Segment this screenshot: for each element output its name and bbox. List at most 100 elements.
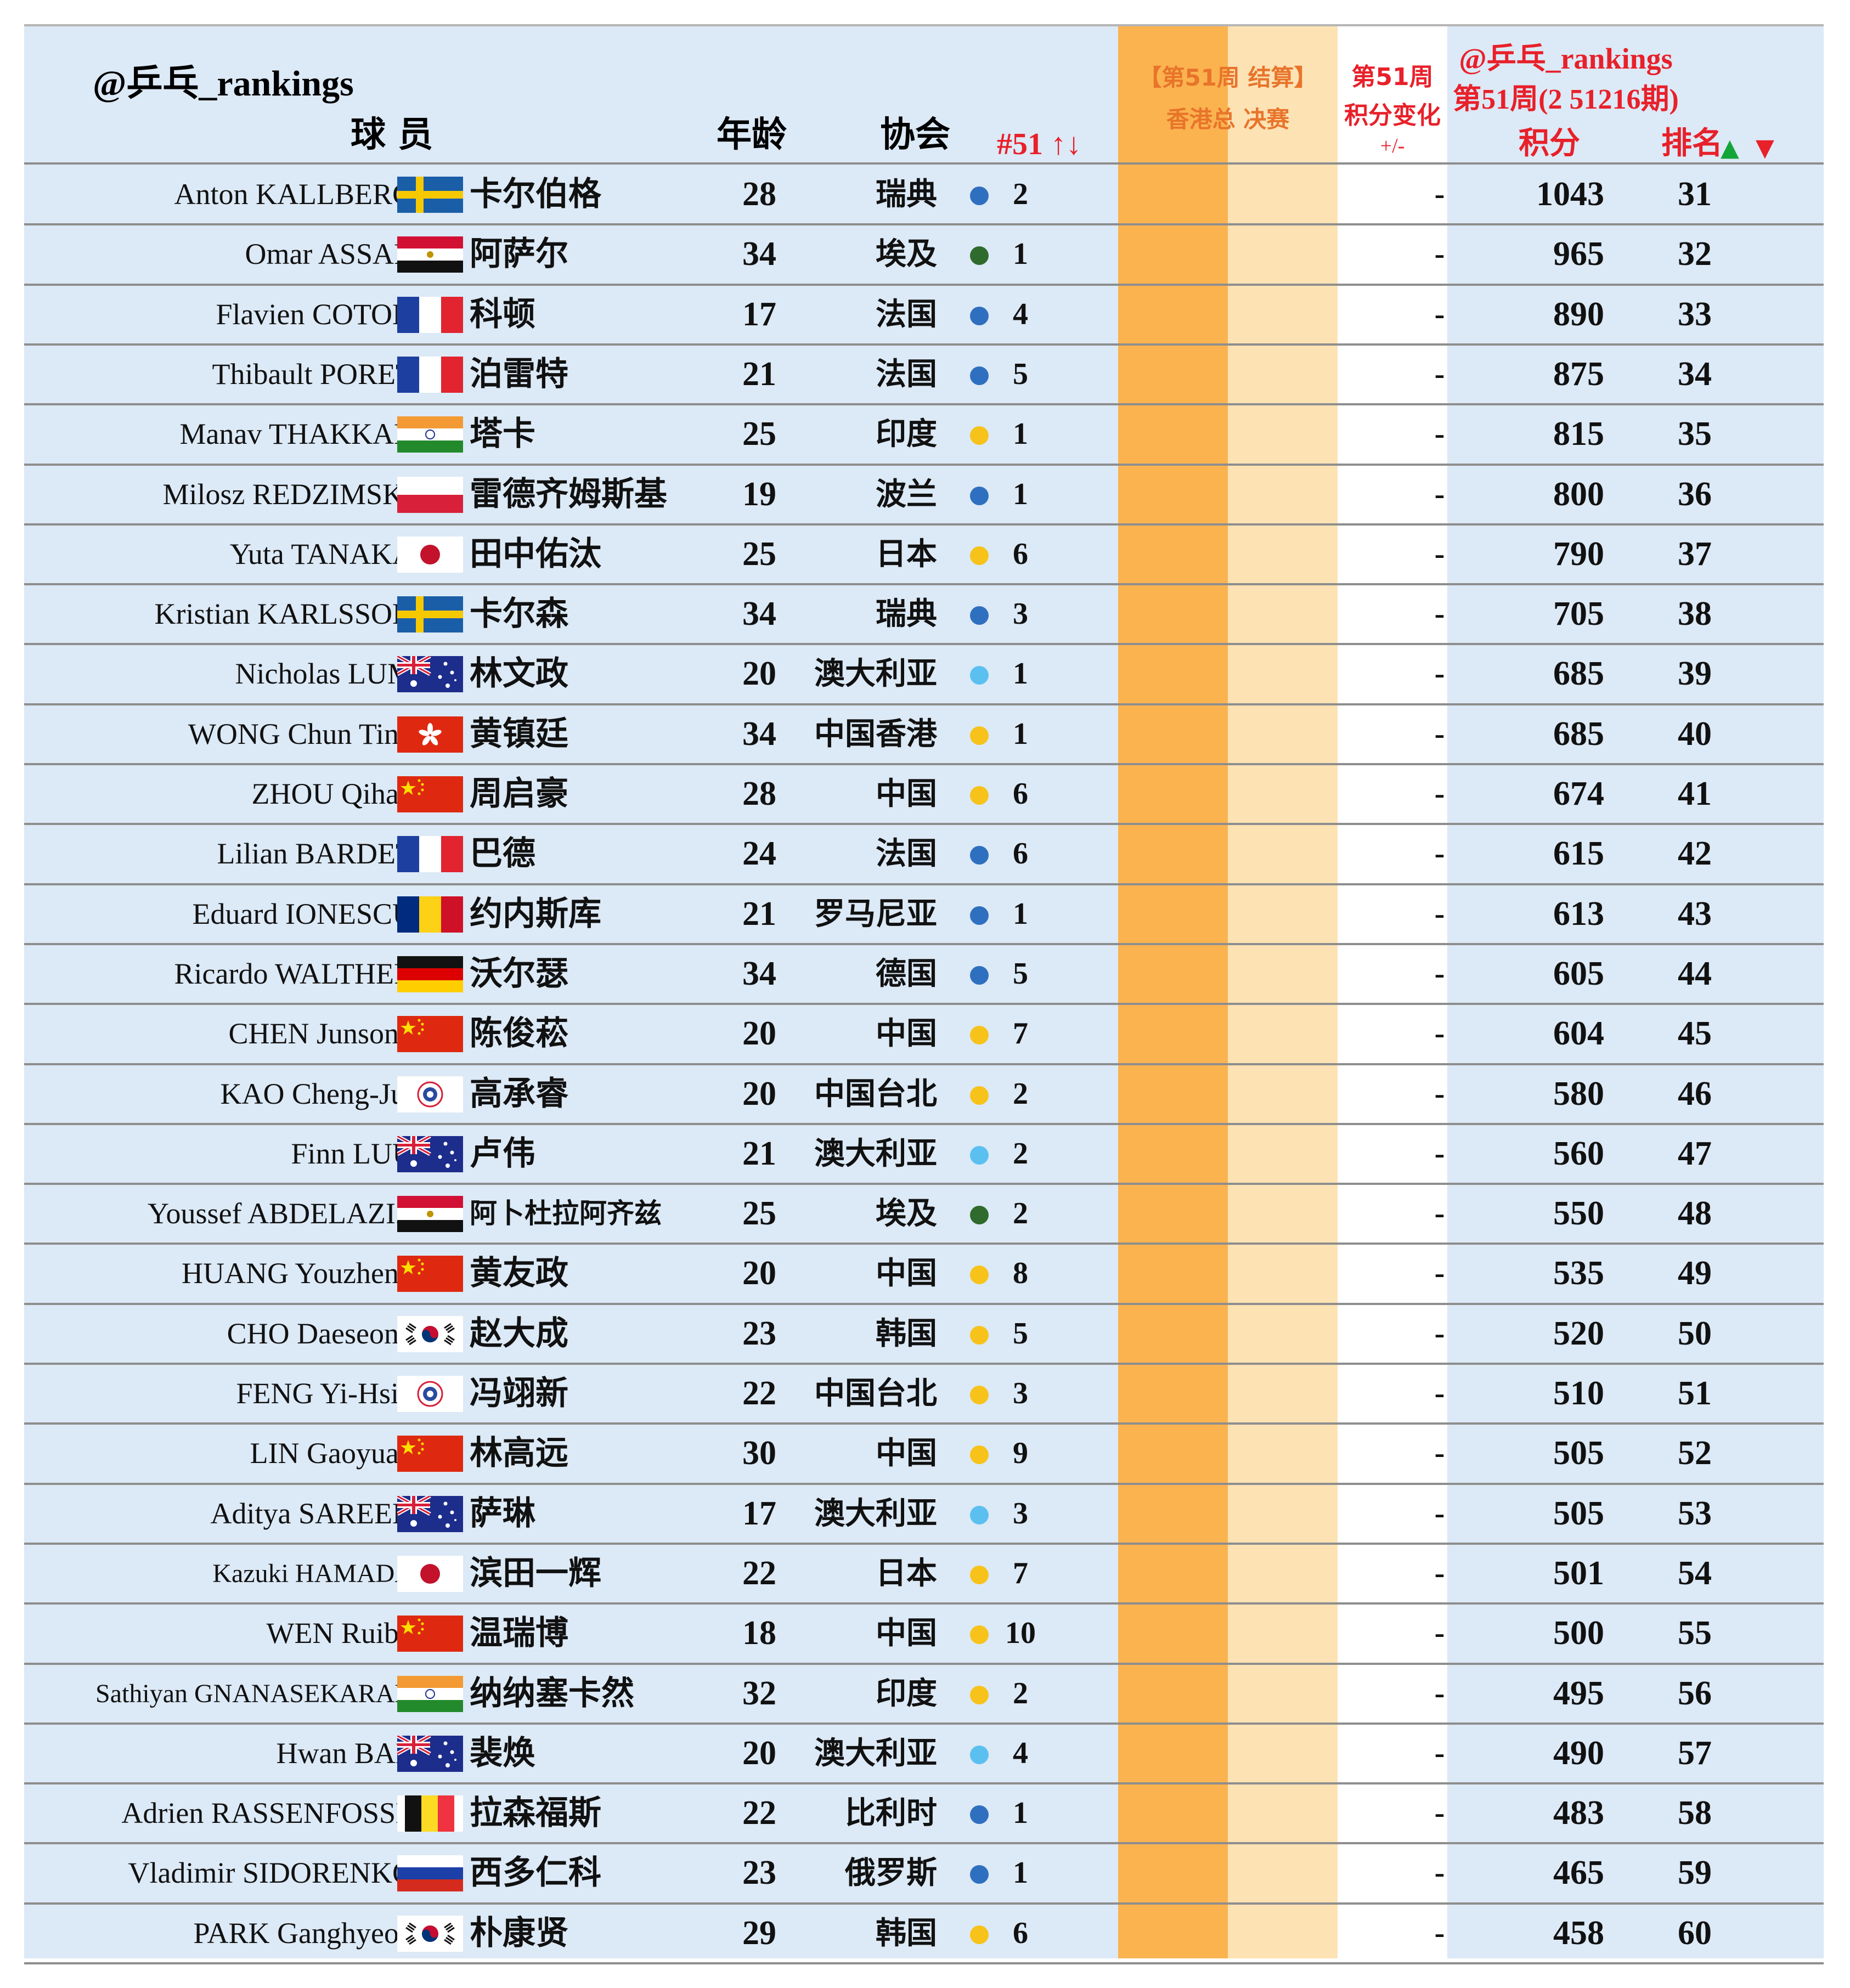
player-name-cn: 黄友政 (470, 1254, 568, 1293)
world-rank: 36 (1678, 475, 1712, 513)
points-change: - (1434, 536, 1445, 571)
row-divider (24, 1063, 1824, 1065)
col-header-age: 年龄 (717, 115, 787, 155)
china-flag-icon (397, 1616, 463, 1652)
row-divider (24, 223, 1824, 225)
player-age: 19 (742, 475, 776, 513)
player-name-cn: 温瑞博 (470, 1614, 568, 1653)
japan-flag-icon (397, 536, 463, 573)
points-change: - (1434, 777, 1445, 811)
world-rank: 48 (1678, 1195, 1712, 1233)
player-age: 22 (742, 1794, 776, 1832)
player-age: 17 (742, 295, 776, 333)
player-association: 韩国 (876, 1915, 937, 1951)
player-association: 中国 (876, 1016, 937, 1052)
player-name-cn: 周启豪 (470, 775, 568, 813)
points-change: - (1434, 597, 1445, 631)
points-value: 790 (1553, 535, 1604, 573)
player-age: 34 (742, 595, 776, 633)
points-value: 510 (1553, 1375, 1604, 1412)
player-name-cn: 萨琳 (470, 1494, 535, 1533)
player-name-en: Eduard IONESCU (192, 897, 414, 930)
table-row: WONG Chun Ting 黄镇廷 34 中国香港 1 - 685 40 (24, 704, 1824, 764)
points-value: 1043 (1536, 176, 1604, 213)
event-column-band (1118, 25, 1228, 1958)
player-name-en: ZHOU Qihao (251, 777, 414, 810)
table-row: PARK Ganghyeon 朴康贤 29 韩国 6 - 458 60 (24, 1904, 1824, 1963)
points-change: - (1434, 477, 1445, 511)
player-association: 澳大利亚 (814, 1495, 937, 1532)
points-change: - (1434, 657, 1445, 691)
points-change: - (1434, 1556, 1445, 1590)
player-name-en: HUANG Youzheng (181, 1257, 414, 1290)
romania-flag-icon (397, 896, 463, 933)
player-association: 罗马尼亚 (814, 896, 937, 932)
egypt-flag-icon (397, 1196, 463, 1233)
player-association: 韩国 (876, 1315, 937, 1352)
player-name-cn: 赵大成 (470, 1314, 568, 1353)
association-dot-icon (970, 1805, 989, 1825)
player-name-cn: 拉森福斯 (470, 1794, 601, 1833)
points-value: 550 (1553, 1195, 1604, 1233)
association-dot-icon (970, 1565, 989, 1584)
player-age: 23 (742, 1314, 776, 1352)
association-rank: 9 (1013, 1436, 1028, 1471)
player-association: 中国 (876, 776, 937, 812)
association-dot-icon (970, 606, 989, 625)
china-flag-icon (397, 1016, 463, 1053)
row-divider (24, 1123, 1824, 1125)
player-name-cn: 黄镇廷 (470, 714, 568, 753)
player-association: 日本 (876, 1555, 937, 1591)
change-header-line2: 积分变化 (1344, 101, 1441, 129)
player-age: 32 (742, 1674, 776, 1712)
points-change: - (1434, 1796, 1445, 1831)
belgium-flag-icon (397, 1795, 463, 1832)
down-arrow-icon: ▼ (1756, 134, 1774, 162)
player-association: 法国 (876, 836, 937, 872)
association-rank: 5 (1013, 956, 1028, 991)
table-row: Omar ASSAR 阿萨尔 34 埃及 1 - 965 32 (24, 224, 1824, 284)
player-association: 中国台北 (814, 1376, 937, 1411)
association-rank: 4 (1013, 297, 1028, 331)
player-age: 24 (742, 835, 776, 873)
association-rank: 5 (1013, 357, 1028, 391)
row-divider (24, 1842, 1824, 1844)
points-change: - (1434, 237, 1445, 272)
points-change: - (1434, 896, 1445, 931)
player-age: 21 (742, 1134, 776, 1172)
row-divider (24, 1183, 1824, 1185)
row-divider (24, 1483, 1824, 1485)
association-rank: 6 (1013, 837, 1028, 871)
row-divider (24, 523, 1824, 526)
player-age: 28 (742, 176, 776, 213)
association-dot-icon (970, 1325, 989, 1345)
player-name-en: PARK Ganghyeon (193, 1916, 414, 1950)
association-dot-icon (970, 1266, 989, 1285)
japan-flag-icon (397, 1555, 463, 1592)
india-flag-icon (397, 1675, 463, 1712)
player-association: 埃及 (876, 236, 937, 273)
points-value: 495 (1553, 1674, 1604, 1712)
points-change: - (1434, 1436, 1445, 1471)
row-divider (24, 1543, 1824, 1545)
association-dot-icon (970, 1685, 989, 1704)
association-rank: 10 (1005, 1616, 1036, 1651)
association-dot-icon (970, 306, 989, 325)
row-divider (24, 1962, 1824, 1964)
table-row: Milosz REDZIMSKI 雷德齐姆斯基 19 波兰 1 - 800 36 (24, 465, 1824, 524)
player-name-en: Hwan BAE (276, 1736, 414, 1770)
world-rank: 32 (1678, 235, 1712, 273)
points-value: 483 (1553, 1794, 1604, 1832)
player-name-cn: 朴康贤 (470, 1913, 568, 1952)
association-rank: 3 (1013, 597, 1028, 631)
table-row: LIN Gaoyuan 林高远 30 中国 9 - 505 52 (24, 1424, 1824, 1483)
points-value: 505 (1553, 1494, 1604, 1532)
points-value: 500 (1553, 1614, 1604, 1652)
player-name-en: Youssef ABDELAZIZ (147, 1197, 414, 1230)
row-divider (24, 883, 1824, 885)
points-change: - (1434, 1256, 1445, 1291)
table-row: Vladimir SIDORENKO 西多仁科 23 俄罗斯 1 - 465 59 (24, 1843, 1824, 1903)
player-association: 德国 (876, 956, 937, 992)
france-flag-icon (397, 836, 463, 873)
player-name-en: Nicholas LUM (235, 657, 414, 691)
